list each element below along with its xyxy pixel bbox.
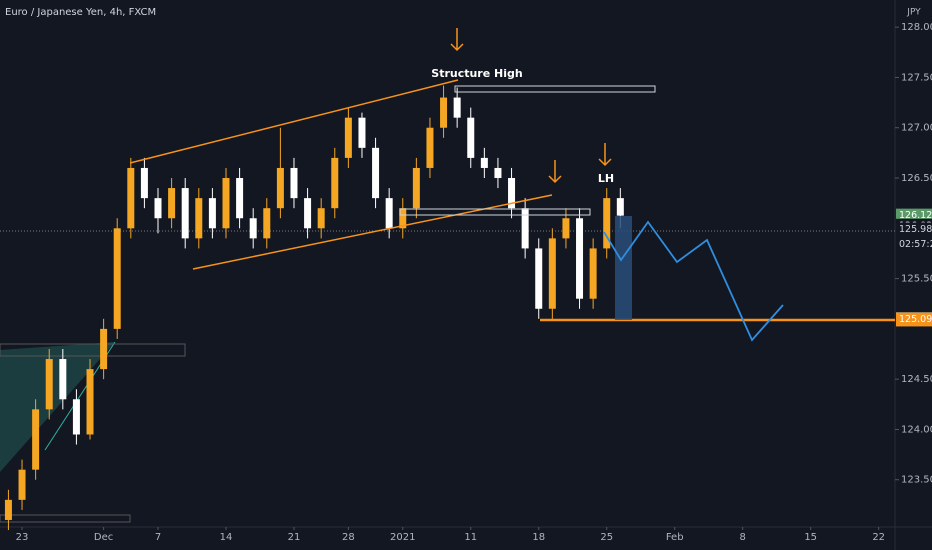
candle-body	[72, 399, 80, 435]
chart-title: Euro / Japanese Yen, 4h, FXCM	[5, 7, 156, 18]
price-marker	[896, 222, 932, 237]
x-tick-label: 28	[342, 532, 355, 543]
position-box	[615, 216, 632, 320]
candle-body	[304, 198, 312, 229]
x-tick-label: 11	[464, 532, 477, 543]
y-tick-label: 124.500	[901, 374, 932, 385]
candle-body	[276, 167, 284, 209]
candle-body	[168, 188, 176, 219]
candle-body	[589, 248, 597, 299]
x-tick-label: Feb	[666, 532, 684, 543]
candle-body	[616, 198, 624, 216]
candle-body	[32, 409, 40, 470]
candle-body	[412, 167, 420, 209]
y-tick-label: 124.000	[901, 424, 932, 435]
zone-box	[0, 343, 186, 357]
candle-body	[18, 469, 26, 500]
candle-body	[399, 208, 407, 229]
price-marker-label: 125.988	[899, 224, 932, 235]
y-tick-label: 125.500	[901, 274, 932, 285]
arrows	[450, 28, 612, 184]
x-tick-label: 15	[804, 532, 817, 543]
candle-body	[113, 228, 121, 329]
candle-body	[508, 178, 516, 209]
zone-box	[0, 514, 131, 523]
x-tick-label: 18	[532, 532, 545, 543]
candle-body	[181, 188, 189, 239]
x-tick-label: 23	[16, 532, 29, 543]
y-tick-label: 123.500	[901, 475, 932, 486]
candle-body	[440, 97, 448, 128]
y-tick-label: 127.000	[901, 123, 932, 134]
candle-body	[4, 499, 12, 520]
x-tick-label: 21	[288, 532, 301, 543]
candle-body	[576, 218, 584, 299]
candle-body	[59, 359, 67, 400]
price-marker	[896, 312, 932, 327]
candle-body	[222, 178, 230, 229]
projection	[603, 220, 784, 342]
countdown: 02:57:29	[899, 239, 932, 250]
candle-body	[344, 117, 352, 158]
candle-body	[100, 328, 108, 370]
candle-body	[290, 167, 298, 199]
candle-body	[45, 359, 53, 410]
x-tick-label: 2021	[390, 532, 415, 543]
candle-body	[426, 127, 434, 168]
x-tick-label: 25	[600, 532, 613, 543]
candle-body	[548, 238, 556, 309]
candle-body	[467, 117, 475, 158]
price-marker-label: 126.126	[899, 210, 932, 221]
candle-body	[358, 117, 366, 148]
pattern-zone	[0, 342, 115, 472]
structure-box	[454, 85, 656, 93]
candle-body	[140, 167, 148, 199]
annotation: LH	[598, 172, 614, 185]
x-tick-label: 7	[155, 532, 161, 543]
candle-body	[385, 198, 393, 229]
candle-body	[603, 198, 611, 249]
candles	[4, 85, 624, 531]
candle-body	[521, 208, 529, 249]
candle-body	[249, 218, 257, 239]
y-tick-label: 126.500	[901, 173, 932, 184]
channel-bottom	[192, 194, 553, 270]
candle-body	[86, 369, 94, 435]
candle-body	[331, 157, 339, 209]
x-tick-label: 8	[740, 532, 746, 543]
candle-body	[494, 167, 502, 179]
x-tick-label: Dec	[94, 532, 113, 543]
currency-label: JPY	[906, 8, 921, 18]
candle-body	[208, 198, 216, 229]
y-tick-label: 128.000	[901, 22, 932, 33]
candle-body	[263, 208, 271, 239]
structure-box	[399, 208, 591, 216]
annotation: Structure High	[431, 67, 522, 80]
y-tick-label: 127.500	[901, 72, 932, 83]
candle-body	[127, 167, 135, 229]
candle-body	[195, 198, 203, 239]
candle-body	[480, 157, 488, 168]
x-tick-label: 14	[220, 532, 233, 543]
candle-body	[236, 178, 244, 219]
candle-body	[453, 97, 461, 118]
x-tick-label: 22	[872, 532, 885, 543]
candle-body	[535, 248, 543, 309]
price-marker-label: 125.094	[899, 314, 932, 325]
candle-body	[372, 147, 380, 199]
channel-top	[129, 79, 459, 164]
candle-body	[154, 198, 162, 219]
candle-body	[562, 218, 570, 239]
price-labels: 126.126126.025125.988125.097125.09402:57…	[896, 208, 932, 327]
candle-body	[317, 208, 325, 229]
